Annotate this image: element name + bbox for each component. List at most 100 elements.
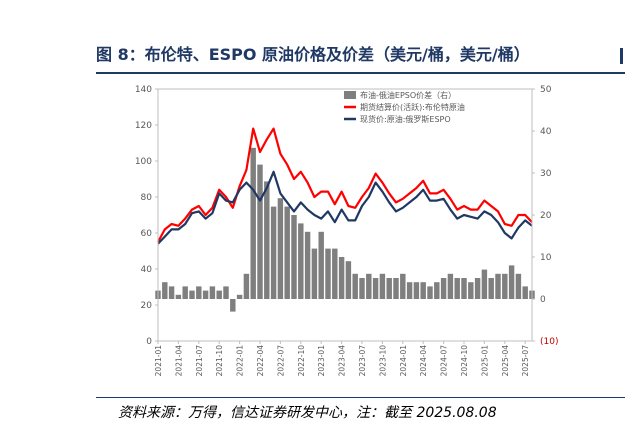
- x-tick-label: 2025-07: [521, 345, 530, 377]
- spread-bar: [420, 282, 426, 299]
- spread-bar: [474, 278, 481, 299]
- spread-bar: [461, 278, 467, 299]
- spread-bar: [196, 286, 202, 299]
- spread-bar: [175, 294, 182, 299]
- spread-bar: [502, 273, 508, 299]
- spread-bar: [332, 248, 338, 299]
- x-tick-label: 2023-01: [317, 345, 326, 377]
- spread-bar: [345, 261, 352, 299]
- bottom-rule: [96, 397, 625, 398]
- spread-bar: [264, 181, 270, 299]
- right-tick-label: 40: [540, 127, 552, 137]
- x-tick-label: 2025-01: [480, 345, 489, 377]
- spread-bar: [162, 282, 168, 299]
- spread-bar: [352, 273, 358, 299]
- spread-bar: [168, 286, 175, 299]
- spread-bar: [440, 278, 447, 299]
- spread-bar: [270, 206, 277, 299]
- spread-bar: [277, 198, 284, 299]
- x-tick-label: 2025-04: [501, 345, 510, 377]
- spread-bar: [413, 282, 420, 299]
- left-tick-label: 0: [146, 337, 152, 347]
- left-tick-label: 20: [141, 301, 153, 311]
- spread-bar: [372, 278, 379, 299]
- spread-bar: [508, 265, 515, 299]
- spread-bar: [189, 290, 195, 299]
- legend-spread-label: 布油-俄油EPSO价差（右）: [360, 90, 456, 100]
- spread-bar: [257, 164, 263, 299]
- price-spread-chart: 0 20 40 60 80 100 120 140 (10) 0 10 20 30 40 50 2021-01…: [135, 85, 559, 376]
- spread-bar: [216, 290, 222, 299]
- right-tick-label: 0: [540, 295, 546, 305]
- legend-brent-label: 期货结算价(活跃):布伦特原油: [360, 102, 465, 112]
- spread-bar: [236, 294, 243, 299]
- spread-bar: [311, 248, 318, 299]
- spread-bar: [182, 286, 188, 299]
- spread-bar: [223, 286, 229, 299]
- spread-bar: [393, 278, 399, 299]
- right-tick-label: 20: [540, 211, 552, 221]
- right-tick-label: 10: [540, 253, 552, 263]
- left-tick-label: 140: [135, 85, 152, 95]
- x-tick-label: 2022-10: [297, 345, 306, 377]
- x-tick-label: 2021-01: [154, 345, 163, 377]
- legend-spread-swatch: [344, 91, 356, 99]
- spread-bar: [454, 278, 460, 299]
- x-tick-label: 2022-07: [276, 345, 285, 377]
- x-tick-label: 2024-07: [440, 345, 449, 377]
- spread-bar: [447, 273, 454, 299]
- spread-bar: [468, 282, 474, 299]
- spread-bar: [406, 282, 413, 299]
- spread-bar: [304, 231, 311, 299]
- spread-bar: [202, 290, 209, 299]
- spread-bar: [515, 273, 522, 299]
- spread-bar: [325, 248, 331, 299]
- spread-bars: [155, 147, 535, 312]
- x-tick-label: 2023-07: [358, 345, 367, 377]
- axes: 0 20 40 60 80 100 120 140 (10) 0 10 20 30 40 50 2021-01…: [135, 85, 559, 376]
- x-tick-label: 2021-07: [195, 345, 204, 377]
- espo-price-line: [157, 170, 533, 245]
- x-tick-label: 2021-04: [174, 345, 183, 377]
- spread-bar: [209, 286, 216, 299]
- spread-bar: [291, 215, 297, 299]
- left-tick-label: 80: [141, 193, 153, 203]
- legend-espo-label: 现货价:原油:俄罗斯ESPO: [360, 114, 451, 124]
- left-tick-label: 40: [141, 265, 153, 275]
- x-tick-label: 2024-01: [399, 345, 408, 377]
- spread-bar: [338, 257, 345, 299]
- legend: 布油-俄油EPSO价差（右） 期货结算价(活跃):布伦特原油现货价:原油:俄罗斯E…: [344, 90, 465, 124]
- left-tick-label: 120: [135, 121, 152, 131]
- right-tick-label: 50: [540, 85, 552, 95]
- spread-bar: [495, 273, 501, 299]
- spread-bar: [386, 278, 392, 299]
- x-tick-label: 2024-10: [460, 345, 469, 377]
- x-tick-label: 2023-04: [338, 345, 347, 377]
- corner-marker: [620, 48, 623, 64]
- spread-bar: [427, 286, 433, 299]
- x-tick-label: 2024-04: [419, 345, 428, 377]
- spread-bar: [243, 273, 250, 299]
- x-tick-label: 2023-10: [378, 345, 387, 377]
- x-tick-label: 2022-01: [236, 345, 245, 377]
- title-rule: [96, 72, 625, 74]
- spread-bar: [488, 278, 494, 299]
- x-tick-label: 2021-10: [215, 345, 224, 377]
- spread-bar: [366, 273, 372, 299]
- spread-bar: [318, 231, 324, 299]
- spread-bar: [250, 147, 256, 299]
- spread-bar: [434, 282, 440, 299]
- right-tick-label: 30: [540, 169, 552, 179]
- spread-bar: [359, 278, 365, 299]
- spread-bar: [400, 273, 406, 299]
- right-tick-label: (10): [540, 337, 558, 347]
- spread-bar: [522, 286, 528, 299]
- left-tick-label: 100: [135, 157, 152, 167]
- spread-bar: [481, 269, 488, 299]
- spread-bar: [284, 206, 290, 299]
- price-lines: [157, 127, 533, 245]
- source-note: 资料来源：万得，信达证券研发中心，注：截至 2025.08.08: [118, 405, 497, 421]
- spread-bar: [230, 299, 236, 312]
- left-tick-label: 60: [141, 229, 153, 239]
- spread-bar: [379, 273, 386, 299]
